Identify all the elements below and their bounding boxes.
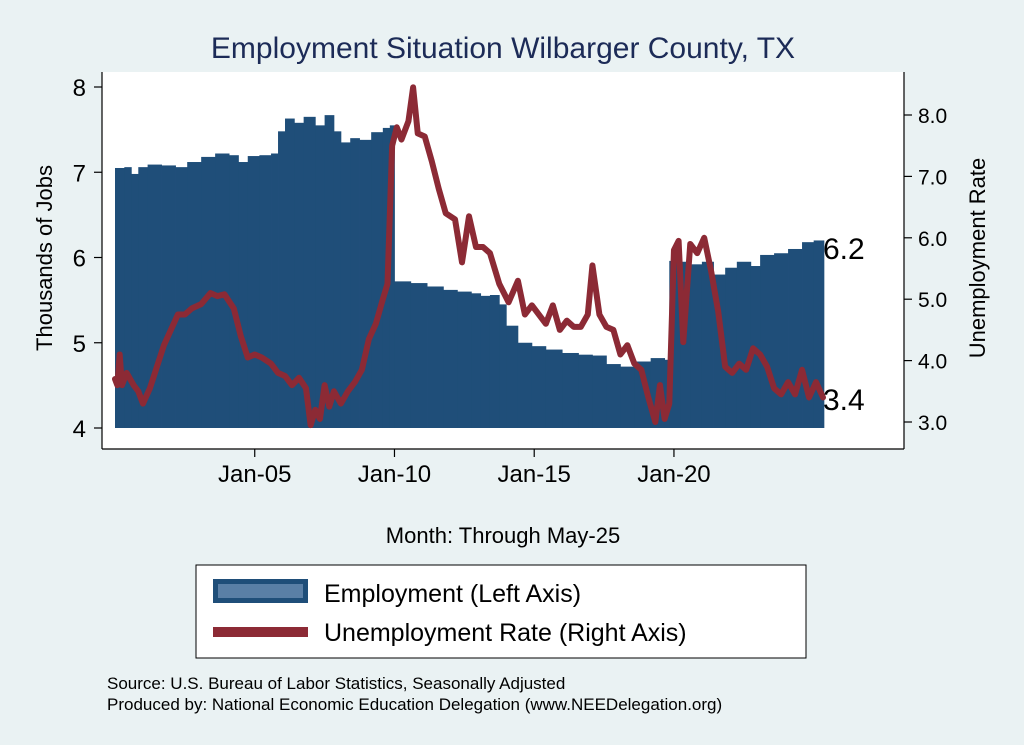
- right-tick-label: 6.0: [918, 228, 947, 251]
- employment-bar: [499, 304, 507, 428]
- employment-bar: [215, 153, 230, 428]
- employment-bar: [471, 293, 482, 428]
- employment-bar: [788, 248, 803, 428]
- employment-bar: [294, 122, 305, 428]
- employment-bar: [259, 155, 272, 428]
- employment-bar: [725, 267, 738, 428]
- employment-bar: [690, 264, 703, 428]
- employment-bar: [278, 131, 286, 428]
- employment-bar: [324, 115, 335, 428]
- employment-bar: [115, 167, 125, 429]
- legend-employment-swatch-inner: [218, 584, 303, 598]
- employment-bar: [736, 261, 752, 428]
- employment-bar: [443, 289, 458, 428]
- x-axis-ticks: Jan-05 Jan-10 Jan-15 Jan-20: [218, 449, 711, 488]
- employment-bar: [359, 139, 372, 429]
- employment-bar: [229, 155, 239, 428]
- employment-bar: [774, 253, 789, 428]
- right-tick-label: 7.0: [918, 166, 947, 189]
- employment-bar: [303, 116, 316, 428]
- employment-bar: [394, 281, 412, 428]
- employment-bar: [680, 261, 691, 428]
- x-tick-label: Jan-20: [637, 461, 710, 488]
- employment-bar: [578, 354, 593, 428]
- left-tick-label: 5: [73, 331, 86, 358]
- unemployment-line-group: [112, 84, 826, 429]
- left-tick-label: 4: [73, 416, 86, 443]
- left-axis-ticks: 4 5 6 7 8: [73, 75, 102, 443]
- employment-bar: [531, 346, 547, 428]
- x-tick-label: Jan-15: [498, 461, 571, 488]
- legend-unemployment-label: Unemployment Rate (Right Axis): [324, 619, 687, 647]
- employment-bar: [285, 118, 295, 428]
- right-axis-ticks: 3.0 4.0 5.0 6.0 7.0 8.0: [904, 105, 947, 435]
- employment-bar: [350, 138, 360, 428]
- employment-bar: [340, 142, 351, 428]
- x-axis-title: Month: Through May-25: [386, 523, 620, 548]
- employment-bar: [187, 162, 202, 428]
- right-tick-label: 8.0: [918, 105, 947, 128]
- employment-bar: [247, 156, 260, 429]
- employment-bar: [138, 167, 149, 428]
- unemployment-line: [112, 84, 826, 429]
- left-tick-label: 7: [73, 160, 86, 187]
- employment-bar: [161, 165, 176, 428]
- employment-bar: [410, 283, 428, 428]
- x-tick-label: Jan-10: [358, 461, 431, 488]
- left-tick-label: 8: [73, 75, 86, 102]
- employment-end-label: 6.2: [823, 233, 865, 266]
- employment-bar: [562, 352, 579, 428]
- right-tick-label: 5.0: [918, 289, 947, 312]
- source-line: Source: U.S. Bureau of Labor Statistics,…: [107, 674, 565, 693]
- employment-bar: [427, 286, 444, 428]
- employment-bar: [813, 240, 824, 428]
- employment-bar: [620, 366, 635, 428]
- employment-bar: [701, 261, 714, 428]
- employment-bar: [371, 132, 384, 428]
- employment-bar: [131, 173, 139, 428]
- employment-bar: [175, 167, 188, 428]
- employment-bar: [823, 240, 825, 428]
- employment-bar: [389, 125, 395, 429]
- legend-employment-label: Employment (Left Axis): [324, 580, 581, 608]
- employment-bar: [760, 254, 775, 428]
- employment-bar: [333, 131, 342, 428]
- employment-bar: [506, 325, 519, 428]
- employment-bar: [489, 295, 500, 428]
- x-tick-label: Jan-05: [218, 461, 291, 488]
- right-tick-label: 4.0: [918, 351, 947, 374]
- right-tick-label: 3.0: [918, 412, 947, 435]
- employment-bar: [634, 361, 652, 428]
- employment-bar: [480, 295, 491, 428]
- left-tick-label: 6: [73, 246, 86, 273]
- employment-bar: [517, 342, 533, 428]
- employment-bar: [606, 364, 621, 428]
- employment-bar: [592, 355, 607, 428]
- employment-bar: [124, 167, 132, 428]
- employment-bar: [457, 291, 472, 428]
- legend: Employment (Left Axis) Unemployment Rate…: [195, 564, 807, 659]
- employment-bar: [238, 162, 249, 428]
- left-axis-title: Thousands of Jobs: [32, 165, 57, 351]
- producer-line: Produced by: National Economic Education…: [107, 695, 722, 714]
- chart-title: Employment Situation Wilbarger County, T…: [211, 32, 795, 65]
- employment-bar: [315, 125, 326, 429]
- right-axis-title: Unemployment Rate: [965, 158, 990, 359]
- unemployment-end-label: 3.4: [823, 384, 865, 417]
- employment-bar: [271, 153, 279, 428]
- employment-bar: [545, 349, 563, 428]
